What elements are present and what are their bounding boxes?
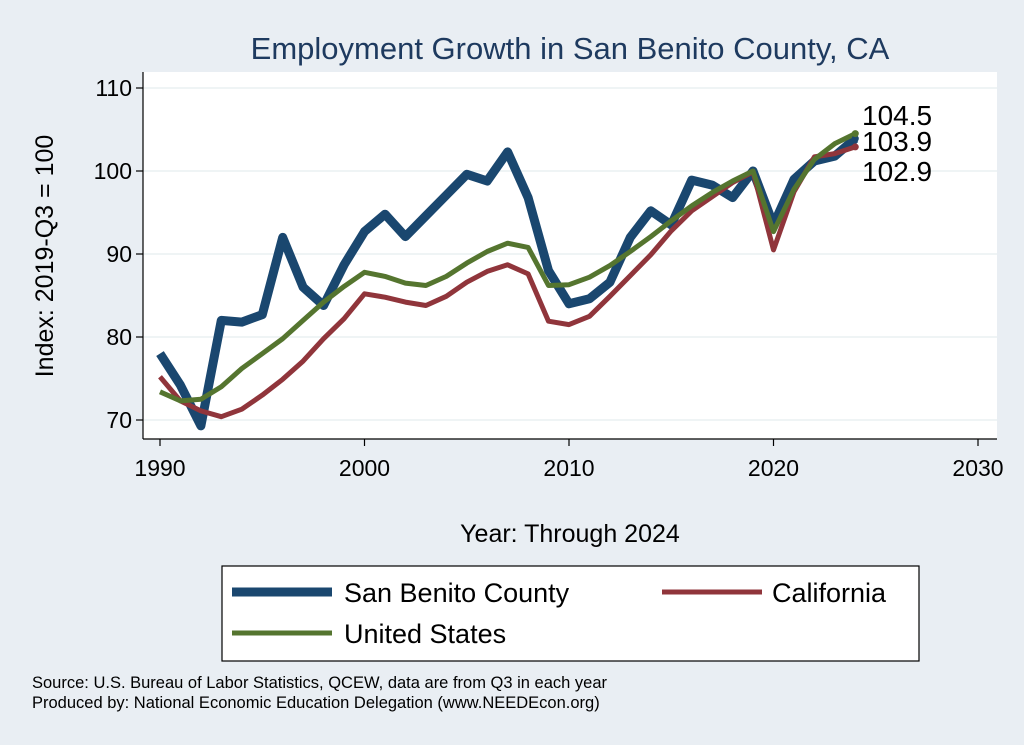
series-end-marker <box>851 130 859 138</box>
producer-note: Produced by: National Economic Education… <box>32 694 600 712</box>
x-tick-label: 2030 <box>952 455 1003 481</box>
source-note: Source: U.S. Bureau of Labor Statistics,… <box>32 674 608 692</box>
x-axis: 1990 2000 2010 2020 2030 <box>134 455 1003 481</box>
end-label-united-states: 104.5 <box>862 100 932 131</box>
x-tick-label: 2020 <box>748 455 799 481</box>
series-line-san-benito <box>156 135 859 431</box>
end-label-california: 102.9 <box>862 156 932 187</box>
series-lines <box>156 130 859 431</box>
x-axis-title: Year: Through 2024 <box>460 520 680 548</box>
y-axis: 70 80 90 100 110 <box>94 75 132 433</box>
y-tick-label: 100 <box>94 158 132 184</box>
series-line-united-states <box>158 131 857 404</box>
legend-box <box>221 565 920 662</box>
legend: San Benito County California United Stat… <box>221 565 920 662</box>
legend-label-united-states: United States <box>344 619 506 649</box>
legend-label-california: California <box>772 578 887 608</box>
y-tick-label: 110 <box>95 75 132 101</box>
y-tick-label: 90 <box>106 241 132 267</box>
y-tick-label: 70 <box>106 407 132 433</box>
series-end-marker <box>851 143 859 151</box>
y-axis-title: Index: 2019-Q3 = 100 <box>31 135 59 378</box>
x-tick-label: 2010 <box>543 455 594 481</box>
x-tick-label: 1990 <box>134 455 185 481</box>
end-label-san-benito: 103.9 <box>862 126 932 157</box>
legend-label-san-benito: San Benito County <box>344 578 570 608</box>
axes <box>136 72 997 446</box>
chart-title: Employment Growth in San Benito County, … <box>251 31 890 66</box>
series-end-marker <box>851 135 859 143</box>
grid-lines <box>143 87 997 421</box>
x-tick-label: 2000 <box>339 455 390 481</box>
y-tick-label: 80 <box>106 324 132 350</box>
